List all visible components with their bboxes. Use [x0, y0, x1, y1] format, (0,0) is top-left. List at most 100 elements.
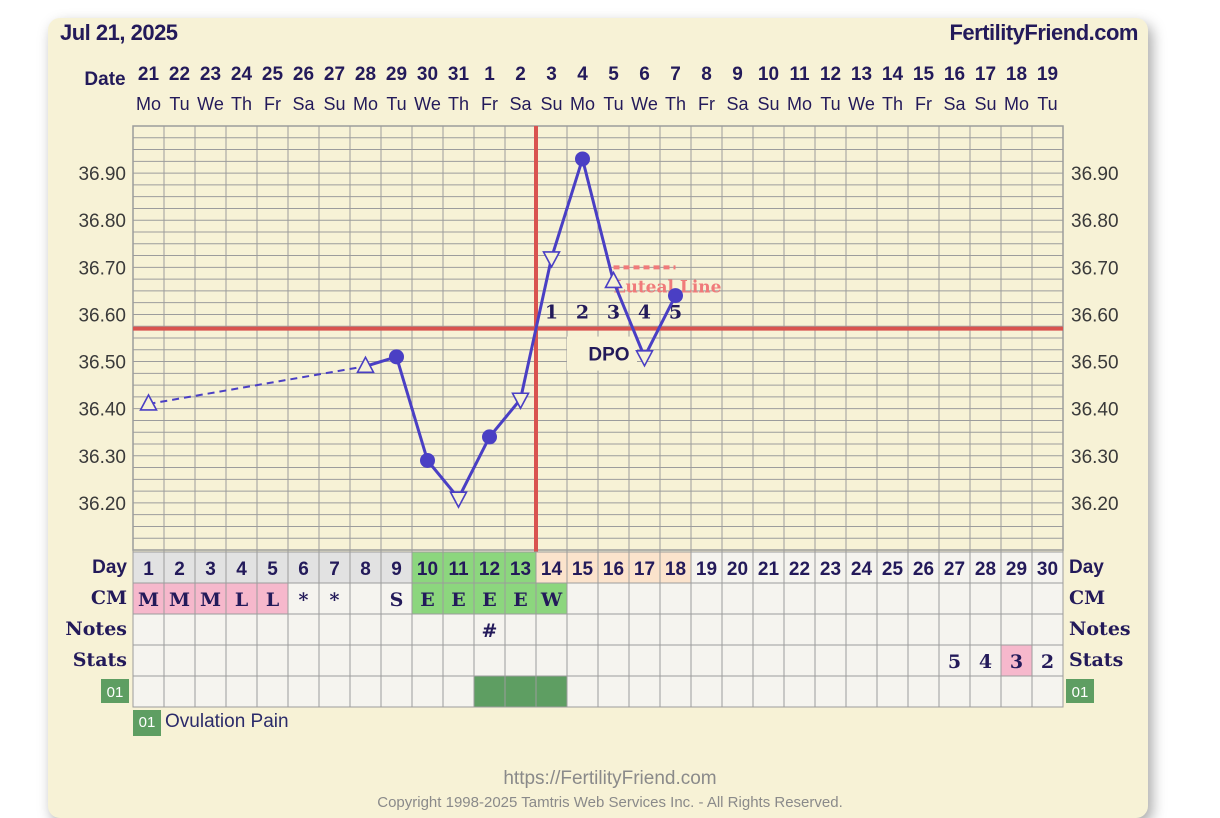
weekday-label: Th	[882, 94, 903, 114]
y-tick-left: 36.90	[78, 164, 126, 185]
day-cell	[411, 551, 444, 584]
code-badge-left	[101, 679, 129, 703]
cm-cell	[938, 582, 971, 615]
stats-cell	[287, 644, 320, 677]
date-number: 16	[944, 64, 965, 85]
code-cell	[721, 675, 754, 708]
cycle-day-number: 18	[665, 559, 686, 580]
day-cell	[1031, 551, 1064, 584]
cm-cell	[535, 582, 568, 615]
cycle-day-number: 10	[417, 559, 438, 580]
temperature-point	[604, 270, 623, 289]
y-tick-left: 36.20	[78, 494, 126, 515]
y-tick-right: 36.50	[1071, 353, 1119, 374]
cm-value: W	[540, 589, 563, 611]
stats-cell	[597, 644, 630, 677]
date-row-label: Date	[84, 69, 125, 90]
day-cell	[721, 551, 754, 584]
code-cell	[473, 675, 506, 708]
code-cell	[845, 675, 878, 708]
cm-cell	[163, 582, 196, 615]
notes-cell	[535, 613, 568, 646]
footer-url[interactable]: https://FertilityFriend.com	[503, 768, 717, 789]
temperature-point	[482, 429, 497, 445]
notes-cell	[504, 613, 537, 646]
temperature-segment	[148, 365, 366, 405]
code-cell	[876, 675, 909, 708]
cm-cell	[349, 582, 382, 615]
notes-cell	[783, 613, 816, 646]
cycle-day-number: 5	[267, 559, 278, 580]
code-cell	[628, 675, 661, 708]
temperature-segment	[550, 158, 584, 259]
stats-cell	[938, 644, 971, 677]
row-label-right: Notes	[1069, 618, 1131, 640]
weekday-label: Mo	[353, 94, 378, 114]
row-label-right: Stats	[1069, 649, 1123, 671]
stats-cell	[814, 644, 847, 677]
stats-cell	[473, 644, 506, 677]
cycle-day-number: 30	[1037, 559, 1058, 580]
weekday-label: Tu	[169, 94, 189, 114]
y-tick-right: 36.70	[1071, 258, 1119, 279]
y-tick-left: 36.80	[78, 211, 126, 232]
notes-cell	[938, 613, 971, 646]
code-cell	[690, 675, 723, 708]
notes-cell	[566, 613, 599, 646]
y-tick-left: 36.30	[78, 447, 126, 468]
chart-date-heading: Jul 21, 2025	[60, 20, 178, 45]
stats-cell	[380, 644, 413, 677]
cycle-day-number: 23	[820, 559, 841, 580]
weekday-label: Su	[540, 94, 562, 114]
cm-value: L	[235, 589, 248, 611]
dpo-label: DPO	[588, 345, 629, 366]
dpo-number: 3	[607, 302, 620, 324]
cycle-day-number: 3	[205, 559, 216, 580]
code-cell	[938, 675, 971, 708]
row-label-left: Stats	[73, 649, 127, 671]
notes-cell	[318, 613, 351, 646]
date-number: 6	[639, 64, 650, 85]
cm-cell	[690, 582, 723, 615]
cm-cell	[969, 582, 1002, 615]
cm-value: E	[482, 589, 496, 611]
code-cell	[380, 675, 413, 708]
temperature-point	[511, 392, 530, 410]
notes-cell	[814, 613, 847, 646]
code-cell	[969, 675, 1002, 708]
temperature-point	[635, 350, 654, 368]
cm-cell	[1031, 582, 1064, 615]
cycle-day-number: 9	[391, 559, 402, 580]
date-number: 23	[200, 64, 221, 85]
cycle-day-number: 28	[975, 559, 996, 580]
date-number: 17	[975, 64, 996, 85]
weekday-label: Sa	[726, 94, 749, 114]
notes-cell	[225, 613, 258, 646]
y-tick-right: 36.20	[1071, 494, 1119, 515]
day-cell	[194, 551, 227, 584]
cycle-day-number: 7	[329, 559, 340, 580]
day-cell	[318, 551, 351, 584]
y-tick-right: 36.30	[1071, 447, 1119, 468]
code-cell	[442, 675, 475, 708]
site-brand[interactable]: FertilityFriend.com	[949, 20, 1138, 45]
cycle-day-number: 2	[174, 559, 185, 580]
date-number: 28	[355, 64, 376, 85]
y-tick-right: 36.90	[1071, 164, 1119, 185]
date-number: 25	[262, 64, 284, 85]
code-cell	[659, 675, 692, 708]
stats-value: 2	[1041, 651, 1054, 673]
cycle-day-number: 13	[510, 559, 531, 580]
cycle-day-number: 29	[1006, 559, 1027, 580]
code-cell	[132, 675, 165, 708]
luteal-line-label: Luteal Line	[614, 277, 722, 297]
date-number: 9	[732, 64, 743, 85]
stats-cell	[845, 644, 878, 677]
temperature-segment	[519, 257, 553, 400]
temperature-point	[575, 151, 590, 167]
notes-cell	[845, 613, 878, 646]
temperature-point	[389, 349, 404, 365]
temperature-segment	[395, 356, 429, 461]
notes-cell	[442, 613, 475, 646]
